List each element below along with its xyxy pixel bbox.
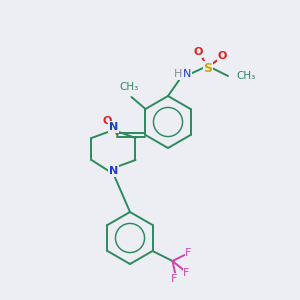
Text: F: F: [185, 248, 192, 258]
Text: CH₃: CH₃: [236, 71, 255, 81]
Text: O: O: [217, 51, 227, 61]
Text: N: N: [109, 122, 118, 132]
Text: O: O: [103, 116, 112, 126]
Text: N: N: [109, 166, 118, 176]
Text: N: N: [183, 69, 191, 79]
Text: F: F: [183, 268, 190, 278]
Text: F: F: [171, 274, 178, 284]
Text: CH₃: CH₃: [120, 82, 139, 92]
Text: S: S: [203, 61, 212, 74]
Text: H: H: [174, 69, 182, 79]
Text: O: O: [193, 47, 203, 57]
